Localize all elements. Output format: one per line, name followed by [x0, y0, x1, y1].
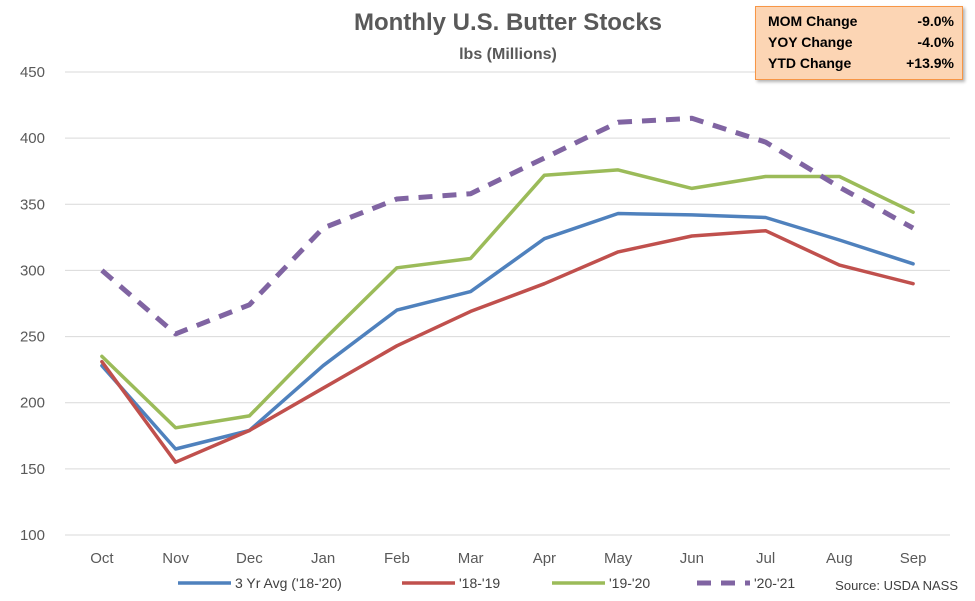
- data-point: [396, 310, 397, 311]
- stats-value: -4.0%: [917, 34, 954, 50]
- y-tick-label: 400: [20, 130, 45, 147]
- data-point: [765, 230, 766, 231]
- data-point: [544, 175, 545, 176]
- x-tick-label: Nov: [162, 550, 189, 567]
- data-point: [396, 198, 397, 199]
- data-point: [839, 240, 840, 241]
- y-axis-ticks: 100 150 200 250 300 350 400 450: [20, 64, 45, 544]
- data-point: [618, 251, 619, 252]
- x-tick-label: Feb: [384, 550, 410, 567]
- data-point: [544, 283, 545, 284]
- data-point: [765, 142, 766, 143]
- data-point: [691, 236, 692, 237]
- legend-label: 3 Yr Avg ('18-'20): [235, 575, 342, 591]
- data-point: [913, 263, 914, 264]
- y-tick-label: 200: [20, 395, 45, 412]
- data-point: [323, 388, 324, 389]
- stats-box: MOM Change -9.0% YOY Change -4.0% YTD Ch…: [755, 6, 963, 80]
- y-tick-label: 300: [20, 262, 45, 279]
- series-1: [100, 228, 915, 464]
- series-lines: [100, 115, 915, 464]
- x-tick-label: Apr: [533, 550, 556, 567]
- data-point: [249, 430, 250, 431]
- source-note: Source: USDA NASS: [835, 578, 958, 593]
- stats-row-yoy: YOY Change -4.0%: [768, 32, 954, 53]
- data-point: [691, 188, 692, 189]
- data-point: [323, 365, 324, 366]
- legend-label: '19-'20: [609, 575, 650, 591]
- data-point: [396, 267, 397, 268]
- gridlines: [65, 71, 950, 536]
- y-tick-label: 250: [20, 329, 45, 346]
- data-point: [101, 365, 102, 366]
- stats-value: +13.9%: [906, 55, 954, 71]
- y-tick-label: 100: [20, 527, 45, 544]
- data-point: [839, 187, 840, 188]
- legend-label: '18-'19: [459, 575, 500, 591]
- legend: 3 Yr Avg ('18-'20) '18-'19 '19-'20 '20-'21: [178, 575, 795, 591]
- data-point: [618, 122, 619, 123]
- data-point: [175, 427, 176, 428]
- series-line: [100, 211, 915, 451]
- data-point: [839, 265, 840, 266]
- data-point: [323, 340, 324, 341]
- data-point: [913, 283, 914, 284]
- y-tick-label: 350: [20, 196, 45, 213]
- x-tick-label: Sep: [900, 550, 927, 567]
- y-tick-label: 150: [20, 461, 45, 478]
- data-point: [618, 213, 619, 214]
- stats-label: YOY Change: [768, 34, 853, 50]
- data-point: [323, 228, 324, 229]
- data-point: [175, 449, 176, 450]
- data-point: [691, 214, 692, 215]
- x-tick-label: Jul: [756, 550, 775, 567]
- x-tick-label: Jun: [680, 550, 704, 567]
- chart-subtitle: lbs (Millions): [459, 46, 557, 63]
- series-2: [100, 168, 915, 430]
- series-line: [100, 228, 915, 464]
- data-point: [618, 169, 619, 170]
- chart-title: Monthly U.S. Butter Stocks: [354, 9, 662, 36]
- x-tick-label: Dec: [236, 550, 263, 567]
- stats-label: YTD Change: [768, 55, 852, 71]
- data-point: [249, 415, 250, 416]
- data-point: [765, 217, 766, 218]
- data-point: [913, 212, 914, 213]
- data-point: [175, 333, 176, 334]
- data-point: [691, 118, 692, 119]
- data-point: [765, 176, 766, 177]
- data-point: [396, 345, 397, 346]
- data-point: [839, 176, 840, 177]
- data-point: [175, 462, 176, 463]
- data-point: [249, 304, 250, 305]
- series-line: [100, 168, 915, 430]
- x-tick-label: Jan: [311, 550, 335, 567]
- data-point: [101, 270, 102, 271]
- data-point: [470, 291, 471, 292]
- x-axis-ticks: Oct Nov Dec Jan Feb Mar Apr May Jun Jul Aug Sep: [90, 550, 926, 567]
- x-tick-label: Mar: [458, 550, 484, 567]
- data-point: [544, 238, 545, 239]
- x-tick-label: May: [604, 550, 633, 567]
- x-tick-label: Aug: [826, 550, 853, 567]
- data-point: [470, 311, 471, 312]
- data-point: [544, 157, 545, 158]
- data-point: [470, 193, 471, 194]
- data-point: [913, 228, 914, 229]
- stats-row-ytd: YTD Change +13.9%: [768, 53, 954, 74]
- data-point: [101, 356, 102, 357]
- stats-value: -9.0%: [917, 13, 954, 29]
- data-point: [470, 258, 471, 259]
- series-0: [100, 211, 915, 451]
- y-tick-label: 450: [20, 64, 45, 81]
- x-tick-label: Oct: [90, 550, 114, 567]
- data-point: [101, 361, 102, 362]
- legend-label: '20-'21: [754, 575, 795, 591]
- stats-label: MOM Change: [768, 13, 858, 29]
- stats-row-mom: MOM Change -9.0%: [768, 11, 954, 32]
